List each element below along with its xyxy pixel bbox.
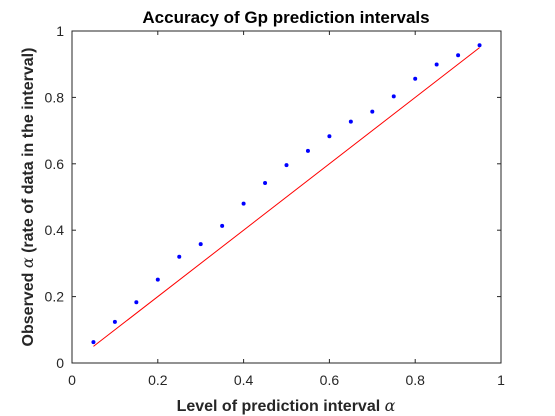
data-point	[477, 43, 482, 48]
x-tick-label: 0.8	[405, 372, 425, 388]
y-axis-label: Observed α (rate of data in the interval…	[18, 48, 37, 347]
y-tick-label: 0.8	[45, 89, 65, 105]
data-point	[305, 148, 310, 153]
x-tick-label: 0.2	[148, 372, 168, 388]
y-axis-label-text-after: (rate of data in the interval)	[20, 48, 37, 258]
data-point	[155, 277, 160, 282]
y-axis-ticks: 0 0.2 0.4 0.6 0.8 1	[45, 23, 501, 371]
data-point	[284, 163, 289, 168]
x-axis-label: Level of prediction interval α	[177, 396, 396, 415]
y-tick-label: 0.6	[45, 156, 65, 172]
data-point	[327, 134, 332, 139]
data-point	[91, 340, 96, 345]
chart-title: Accuracy of Gp prediction intervals	[142, 8, 429, 27]
x-axis-label-symbol: α	[385, 396, 396, 415]
series-layer	[91, 43, 482, 347]
y-tick-label: 0.4	[45, 222, 65, 238]
data-point	[198, 242, 203, 247]
data-point	[413, 76, 418, 81]
y-tick-label: 0	[56, 355, 64, 371]
x-tick-label: 1	[497, 372, 505, 388]
x-axis-label-text: Level of prediction interval	[177, 398, 385, 415]
data-point	[134, 300, 139, 305]
x-tick-label: 0.4	[234, 372, 254, 388]
x-tick-label: 0.6	[320, 372, 340, 388]
y-tick-label: 0.2	[45, 289, 65, 305]
data-point	[456, 53, 461, 58]
data-point	[348, 119, 353, 124]
data-point	[112, 319, 117, 324]
data-point	[434, 62, 439, 67]
y-axis-label-text-before: Observed	[20, 268, 37, 346]
data-point	[263, 181, 268, 186]
reference-line	[93, 47, 480, 347]
plot-area: 0 0.2 0.4 0.6 0.8 1 0 0.2 0.4 0.6 0.8 1	[45, 23, 506, 388]
y-axis-label-symbol: α	[18, 257, 37, 268]
data-point	[177, 254, 182, 259]
data-point	[370, 109, 375, 114]
x-axis-ticks: 0 0.2 0.4 0.6 0.8 1	[68, 31, 505, 388]
data-point	[241, 201, 246, 206]
data-point	[220, 223, 225, 228]
data-point	[391, 94, 396, 99]
y-tick-label: 1	[56, 23, 64, 39]
x-tick-label: 0	[68, 372, 76, 388]
